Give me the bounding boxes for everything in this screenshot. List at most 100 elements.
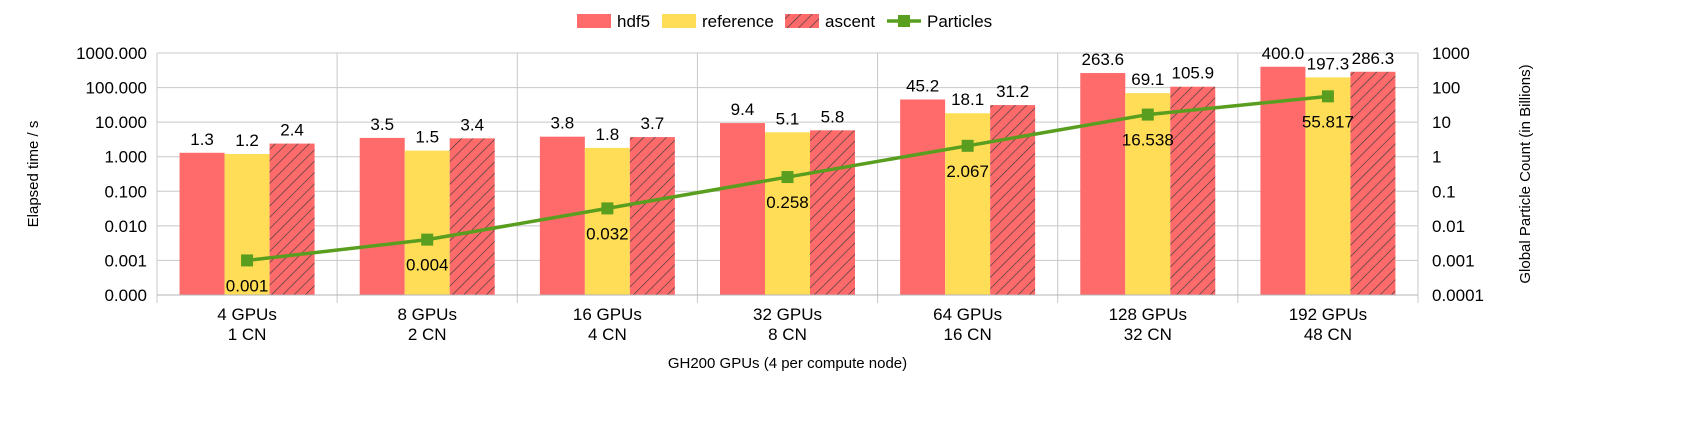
legend-swatch — [785, 14, 819, 28]
legend: hdf5 reference ascent Particles — [577, 12, 992, 31]
x-tick-label: 64 GPUs — [933, 305, 1002, 324]
bar-value-label: 31.2 — [996, 82, 1029, 101]
legend-marker — [898, 15, 910, 27]
x-tick-label: 4 GPUs — [217, 305, 277, 324]
bar-ascent — [449, 138, 495, 295]
y-tick-label: 100.000 — [86, 79, 147, 98]
bar-value-label: 5.1 — [776, 109, 800, 128]
bar-value-label: 105.9 — [1172, 64, 1215, 83]
bar-value-label: 1.2 — [235, 131, 259, 150]
bar-value-label: 3.4 — [460, 115, 484, 134]
x-tick-sublabel: 8 CN — [768, 325, 807, 344]
y2-axis-title: Global Particle Count (in Billions) — [1517, 64, 1534, 283]
x-tick-sublabel: 2 CN — [408, 325, 447, 344]
bar-ascent — [629, 137, 675, 295]
bar-hdf5 — [900, 99, 946, 296]
x-tick-label: 8 GPUs — [397, 305, 457, 324]
bar-hdf5 — [720, 123, 765, 295]
particles-value-label: 55.817 — [1302, 112, 1354, 131]
data-labels: 1.3 1.2 2.4 3.5 1.5 3.4 3.8 1.8 3.7 9.4 5.1 5.8 45.2… — [190, 44, 1394, 296]
particles-marker — [421, 233, 434, 246]
particles-marker — [961, 139, 974, 152]
bar-reference — [1305, 77, 1351, 295]
y-tick-label: 0.010 — [104, 217, 147, 236]
x-tick-sublabel: 4 CN — [588, 325, 627, 344]
bar-value-label: 286.3 — [1352, 49, 1395, 68]
y2-tick-label: 1000 — [1432, 44, 1470, 63]
bar-reference — [584, 147, 630, 295]
bar-ascent — [1170, 86, 1216, 295]
bar-hdf5 — [359, 137, 405, 295]
bar-reference — [224, 153, 270, 295]
legend-swatch — [662, 14, 696, 28]
bar-reference — [404, 150, 450, 295]
particles-marker — [781, 171, 794, 184]
particles-value-label: 16.538 — [1122, 131, 1174, 150]
legend-swatch — [577, 14, 611, 28]
x-axis-title: GH200 GPUs (4 per compute node) — [668, 355, 907, 372]
x-tick-label: 32 GPUs — [753, 305, 822, 324]
x-tick-sublabel: 32 CN — [1124, 325, 1172, 344]
legend-label: hdf5 — [617, 12, 650, 31]
x-tick-label: 128 GPUs — [1109, 305, 1187, 324]
y-tick-label: 1000.000 — [76, 44, 147, 63]
bar-value-label: 2.4 — [280, 121, 304, 140]
y-tick-label: 0.100 — [104, 182, 147, 201]
y-tick-label: 10.000 — [95, 113, 147, 132]
bar-hdf5 — [1260, 66, 1306, 295]
bar-value-label: 1.8 — [596, 125, 620, 144]
x-tick-label: 16 GPUs — [573, 305, 642, 324]
y2-tick-label: 100 — [1432, 79, 1460, 98]
bar-value-label: 1.3 — [190, 130, 214, 149]
bar-value-label: 9.4 — [731, 100, 755, 119]
y-axis-title: Elapsed time / s — [25, 121, 42, 228]
legend-item-hdf5: hdf5 — [577, 12, 650, 31]
bar-ascent — [1350, 71, 1396, 295]
particles-value-label: 0.004 — [406, 256, 449, 275]
legend-item-ascent: ascent — [785, 12, 875, 31]
y2-tick-label: 1 — [1432, 148, 1441, 167]
y2-tick-label: 0.0001 — [1432, 286, 1484, 305]
bar-hdf5 — [179, 152, 225, 295]
bar-ascent — [810, 130, 855, 295]
x-tick-label: 192 GPUs — [1289, 305, 1367, 324]
bar-value-label: 5.8 — [821, 107, 845, 126]
bar-ascent — [269, 143, 315, 295]
legend-item-particles: Particles — [887, 12, 992, 31]
legend-label: ascent — [825, 12, 875, 31]
bar-value-label: 3.8 — [551, 114, 575, 133]
y-tick-label: 0.000 — [104, 286, 147, 305]
bar-value-label: 1.5 — [415, 128, 439, 147]
bar-value-label: 400.0 — [1262, 44, 1305, 63]
y2-tick-label: 0.01 — [1432, 217, 1465, 236]
y-tick-label: 0.001 — [104, 251, 147, 270]
particles-value-label: 2.067 — [946, 162, 989, 181]
bar-value-label: 263.6 — [1082, 50, 1125, 69]
bar-value-label: 69.1 — [1131, 70, 1164, 89]
y-tick-label: 1.000 — [104, 148, 147, 167]
bar-hdf5 — [1080, 73, 1126, 296]
particles-marker — [601, 202, 614, 215]
bar-value-label: 45.2 — [906, 76, 939, 95]
x-tick-sublabel: 48 CN — [1304, 325, 1352, 344]
x-tick-sublabel: 1 CN — [228, 325, 267, 344]
x-tick-sublabel: 16 CN — [944, 325, 992, 344]
particles-marker — [1321, 90, 1334, 103]
particles-value-label: 0.032 — [586, 224, 629, 243]
bar-value-label: 3.7 — [641, 114, 665, 133]
legend-item-reference: reference — [662, 12, 774, 31]
legend-label: Particles — [927, 12, 992, 31]
axes: 0.000 0.0001 0.001 0.001 0.010 0.01 0.100 0.1 1.… — [25, 44, 1534, 372]
particles-line — [241, 90, 1334, 267]
bar-reference — [765, 132, 810, 295]
y2-tick-label: 10 — [1432, 113, 1451, 132]
bar-value-label: 3.5 — [370, 115, 394, 134]
y2-tick-label: 0.1 — [1432, 182, 1456, 201]
bar-value-label: 18.1 — [951, 90, 984, 109]
particles-marker — [1141, 108, 1154, 121]
legend-label: reference — [702, 12, 774, 31]
particles-value-label: 0.258 — [766, 193, 809, 212]
bar-reference — [1125, 93, 1171, 295]
